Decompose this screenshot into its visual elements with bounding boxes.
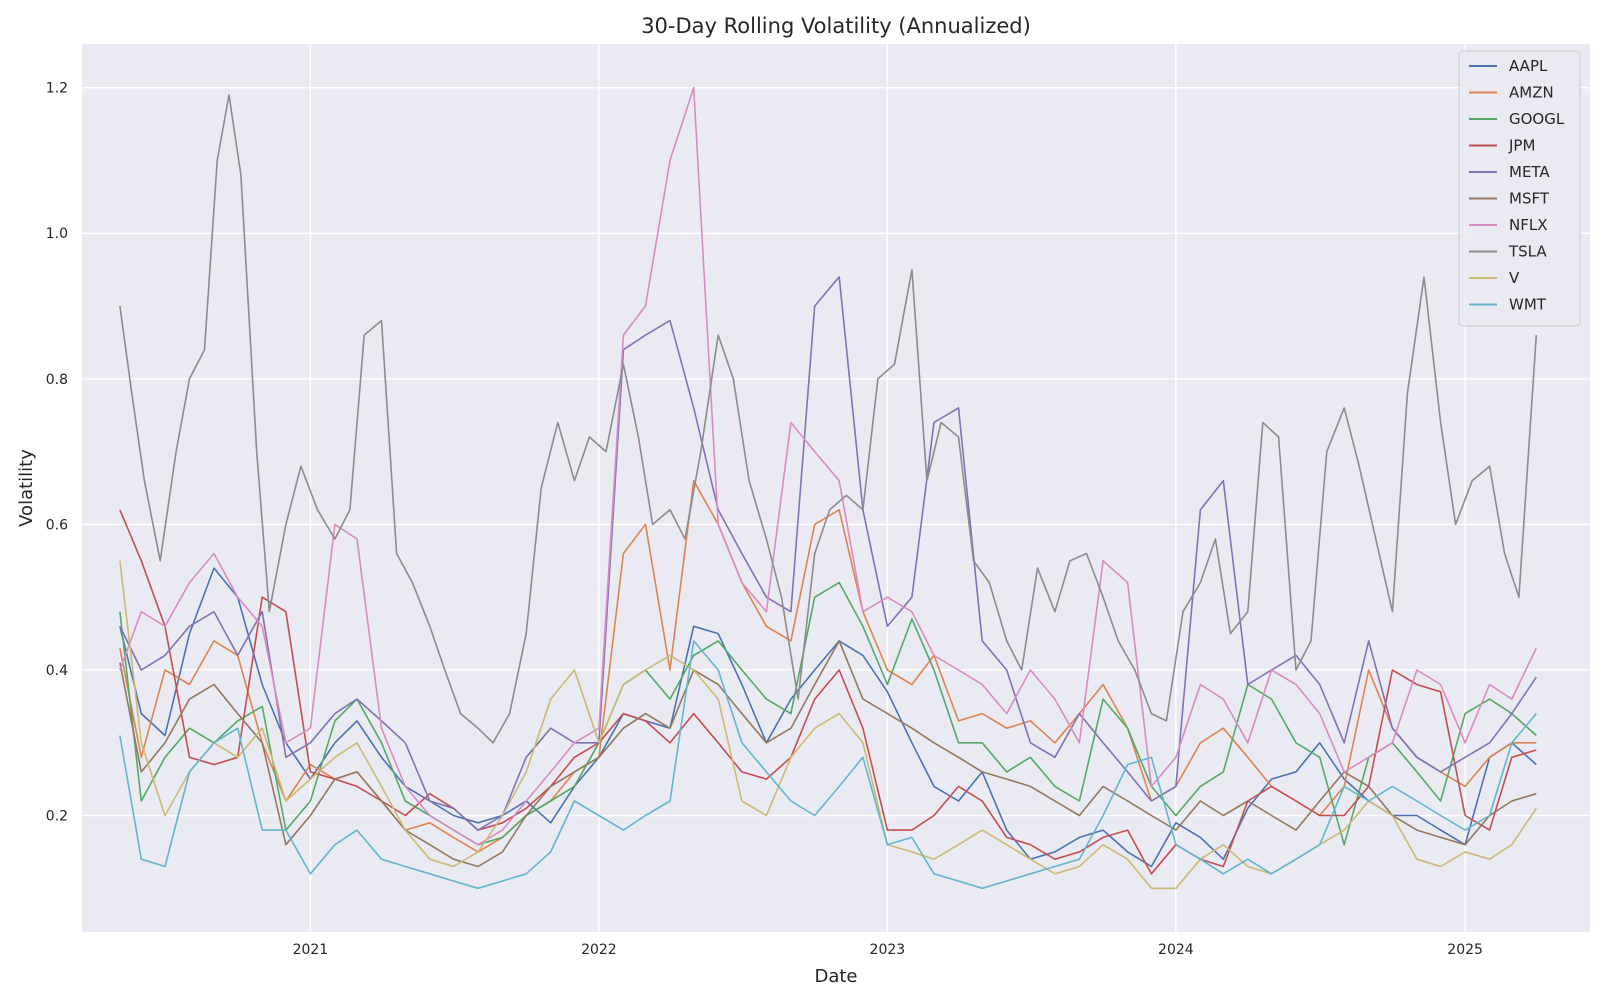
series-line-aapl — [119, 567, 1537, 868]
x-tick-label: 2024 — [1158, 942, 1194, 958]
legend-label: V — [1509, 269, 1520, 287]
y-tick-label: 1.0 — [46, 226, 68, 242]
y-tick-label: 0.6 — [46, 517, 68, 533]
series-line-jpm — [119, 509, 1537, 875]
y-tick-label: 0.4 — [46, 663, 68, 679]
series-line-msft — [119, 640, 1537, 868]
legend: AAPL AMZN GOOGL JPM META MSFT NFLX TSLA V WMT — [1458, 50, 1581, 327]
series-line-wmt — [119, 640, 1537, 890]
x-axis-label: Date — [814, 966, 857, 987]
tick-labels: 2021 2022 2023 2024 2025 0.2 0.4 0.6 0.8 1.0 1.2 — [46, 81, 1483, 958]
x-tick-label: 2023 — [870, 942, 906, 958]
series-line-googl — [119, 581, 1537, 846]
y-tick-label: 0.8 — [46, 372, 68, 388]
legend-label: WMT — [1509, 296, 1547, 314]
y-tick-label: 0.2 — [46, 809, 68, 825]
y-tick-label: 1.2 — [46, 81, 68, 97]
legend-label: MSFT — [1509, 190, 1550, 208]
x-tick-label: 2022 — [581, 942, 617, 958]
series-lines — [119, 86, 1538, 890]
series-line-meta — [119, 276, 1537, 831]
y-axis-label: Volatility — [16, 449, 37, 527]
legend-label: AAPL — [1509, 57, 1548, 75]
x-tick-label: 2025 — [1447, 942, 1483, 958]
legend-label: TSLA — [1508, 243, 1547, 261]
series-line-nflx — [119, 86, 1538, 846]
legend-label: AMZN — [1509, 84, 1554, 102]
legend-label: META — [1509, 163, 1550, 181]
legend-label: NFLX — [1509, 216, 1547, 234]
chart-title: 30-Day Rolling Volatility (Annualized) — [641, 14, 1031, 38]
legend-label: GOOGL — [1509, 110, 1565, 128]
plot-area — [82, 44, 1590, 932]
grid — [82, 44, 1590, 932]
legend-label: JPM — [1508, 137, 1535, 155]
series-line-tsla — [119, 94, 1538, 744]
x-tick-label: 2021 — [293, 942, 329, 958]
